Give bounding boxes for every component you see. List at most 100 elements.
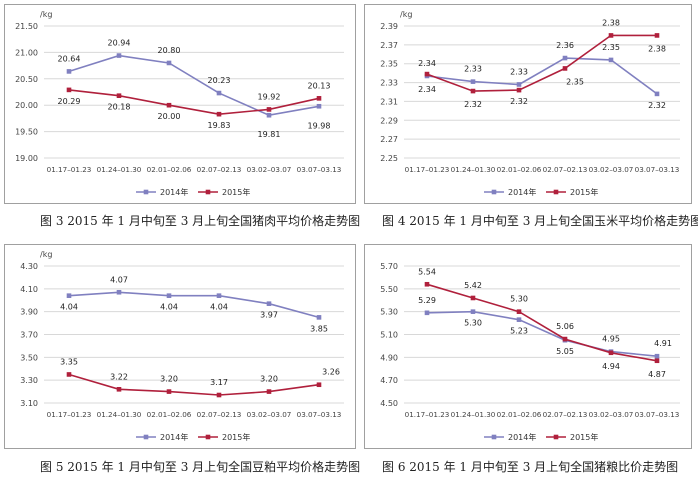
corn-x-tick-label: 03.02–03.07 [589,165,634,174]
corn-x-tick-label: 02.01–02.06 [497,165,542,174]
hog-grain-data-point [424,281,430,287]
corn-price-caption: 图 4 2015 年 1 月中旬至 3 月上旬全国玉米平均价格走势图 [382,214,698,228]
hog-grain-data-label: 4.94 [602,362,620,371]
hog-grain-data-label: 5.30 [464,319,482,328]
hog-grain-legend-label: 2015年 [570,432,598,442]
soymeal-legend-marker [205,434,211,440]
pork-x-tick-label: 01.24–01.30 [97,165,142,174]
corn-data-point [654,33,660,38]
corn-legend-label: 2015年 [570,187,598,197]
soymeal-data-label: 3.97 [260,311,278,320]
hog-grain-y-tick-label: 4.50 [380,399,398,408]
soymeal-y-tick-label: 3.90 [20,308,38,317]
hog-grain-ratio-chart: 4.50 4.70 4.90 5.10 5.30 5.50 5.70 01.17–01.23 0… [364,244,692,449]
corn-x-tick-label: 01.24–01.30 [451,165,496,174]
corn-data-point [654,91,660,97]
pork-data-label: 20.23 [208,76,231,85]
pork-y-tick-label: 21.50 [15,22,38,31]
pork-unit-label: /kg [40,10,52,19]
pork-y-tick-label: 20.50 [15,75,38,84]
pork-data-label: 19.92 [258,92,281,101]
corn-data-point [516,87,522,93]
corn-data-point [470,88,476,94]
soymeal-x-tick-label: 03.07–03.13 [297,410,342,419]
corn-data-label: 2.32 [464,100,482,109]
pork-legend-marker [205,189,211,195]
pork-y-tick-label: 20.00 [15,101,38,110]
corn-data-point [424,71,430,77]
soymeal-data-point [216,293,222,298]
corn-y-tick-label: 2.27 [380,135,398,144]
soymeal-x-tick-label: 02.01–02.06 [147,410,192,419]
soymeal-unit-label: /kg [40,250,52,259]
corn-legend-label: 2014年 [508,187,536,197]
corn-data-label: 2.33 [464,65,482,74]
corn-price-chart-svg: /kg 2.25 2.27 2.29 2.31 2.33 2.35 2.37 2.39 01.17… [364,4,692,204]
pork-legend-marker [143,189,149,195]
pork-data-point [116,93,122,98]
hog-grain-series-line-0 [426,310,658,357]
pork-chart-frame [4,4,356,204]
soymeal-data-point [116,387,122,392]
soymeal-x-tick-label: 02.07–02.13 [197,410,242,419]
corn-legend-marker [491,189,497,195]
corn-y-tick-label: 2.29 [380,116,398,125]
hog-grain-data-point [424,310,430,316]
corn-data-label: 2.35 [602,43,620,52]
pork-data-label: 20.13 [308,81,331,90]
hog-grain-legend-marker [491,434,497,440]
pork-data-point [216,90,222,96]
hog-grain-data-point [562,336,568,342]
soymeal-price-chart: /kg 3.10 3.30 3.50 3.70 3.90 4.10 4.30 01.17–01.… [4,244,356,449]
hog-grain-x-tick-label: 01.17–01.23 [405,410,450,419]
hog-grain-x-tick-label: 03.07–03.13 [635,410,680,419]
corn-y-tick-label: 2.31 [380,97,398,106]
corn-y-tick-label: 2.37 [380,41,398,50]
hog-grain-data-point [470,309,476,314]
soymeal-data-label: 3.20 [260,375,278,384]
pork-x-tick-label: 03.07–03.13 [297,165,342,174]
pork-data-point [66,87,72,93]
soymeal-data-point [166,389,172,394]
hog-grain-legend-label: 2014年 [508,432,536,442]
soymeal-legend-label: 2015年 [222,432,250,442]
pork-legend-label: 2014年 [160,187,188,197]
pork-y-tick-label: 19.00 [15,154,38,163]
soymeal-legend-marker [143,434,149,440]
soymeal-data-label: 4.07 [110,275,128,284]
corn-y-tick-label: 2.25 [380,154,398,163]
corn-legend-marker [553,189,559,195]
pork-data-point [66,69,72,74]
corn-data-point [608,33,614,38]
pork-price-caption: 图 3 2015 年 1 月中旬至 3 月上旬全国猪肉平均价格走势图 [40,214,361,228]
soymeal-data-point [266,301,272,306]
soymeal-data-point [66,372,72,377]
soymeal-price-chart-svg: /kg 3.10 3.30 3.50 3.70 3.90 4.10 4.30 01.17–01.… [4,244,356,449]
pork-data-label: 19.98 [308,121,331,130]
hog-grain-y-tick-label: 4.70 [380,376,398,385]
soymeal-data-label: 3.35 [60,357,78,366]
soymeal-data-label: 3.26 [322,368,340,377]
pork-price-chart: /kg 19.00 19.50 20.00 20.50 21.00 21.50 01.17–0… [4,4,356,204]
pork-y-tick-label: 21.00 [15,48,38,57]
hog-grain-y-tick-label: 4.90 [380,353,398,362]
corn-x-tick-label: 02.07–02.13 [543,165,588,174]
pork-x-tick-label: 03.02–03.07 [247,165,292,174]
pork-data-point [316,103,322,109]
pork-data-label: 19.81 [258,130,281,139]
corn-data-label: 2.32 [648,101,666,110]
soymeal-data-point [316,382,322,388]
pork-data-label: 20.80 [158,46,181,55]
soymeal-series-line-0 [68,291,320,319]
soymeal-data-label: 4.04 [160,303,178,312]
corn-data-point [562,66,568,71]
corn-data-label: 2.34 [418,59,436,68]
soymeal-data-point [166,293,172,298]
pork-data-point [166,102,172,108]
corn-y-tick-label: 2.35 [380,60,398,69]
corn-y-tick-label: 2.33 [380,79,398,88]
hog-grain-data-label: 5.30 [510,295,528,304]
hog-grain-legend-marker [553,434,559,440]
